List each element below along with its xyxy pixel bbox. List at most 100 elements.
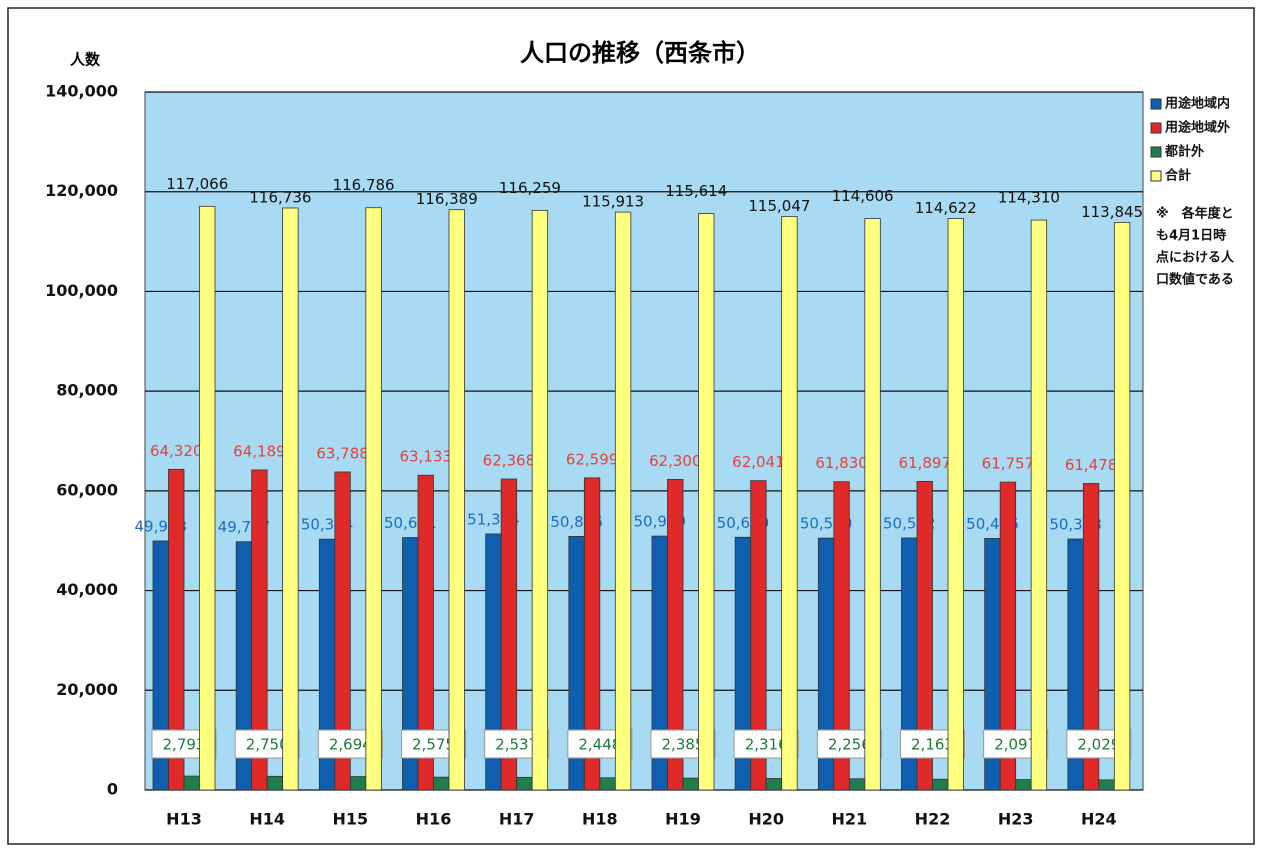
bar [864, 218, 881, 791]
value-label: 63,133 [400, 448, 453, 466]
value-label: 61,897 [899, 454, 952, 472]
bar [765, 778, 783, 791]
bar [947, 218, 964, 791]
value-label: 113,845 [1081, 203, 1143, 221]
x-tick-label: H17 [499, 810, 535, 829]
bar [251, 469, 268, 791]
legend-label: 用途地域内 [1164, 96, 1230, 112]
value-label: 114,606 [832, 187, 894, 205]
y-tick-label: 20,000 [56, 680, 118, 699]
bar [266, 775, 284, 791]
bar [417, 474, 434, 791]
bar [168, 468, 185, 791]
value-label: 2,029 [1077, 736, 1120, 754]
x-tick-label: H20 [748, 810, 784, 829]
legend-swatch [1150, 122, 1162, 134]
bar [1082, 483, 1100, 791]
value-label: 2,316 [745, 736, 788, 754]
x-tick-label: H23 [998, 810, 1034, 829]
bar [1030, 219, 1048, 791]
bar [282, 207, 299, 791]
note: ※ 各年度と [1156, 206, 1234, 222]
bar [516, 776, 533, 791]
bar [1015, 779, 1032, 791]
bar [599, 777, 616, 791]
y-tick-label: 100,000 [45, 281, 118, 300]
x-tick-label: H16 [416, 810, 452, 829]
y-tick-label: 80,000 [56, 381, 118, 400]
y-tick-label: 60,000 [56, 480, 118, 499]
value-label: 62,041 [732, 453, 785, 471]
x-tick-label: H13 [166, 810, 202, 829]
note: も4月1日時 [1156, 228, 1226, 244]
bar [999, 481, 1017, 791]
legend-swatch [1150, 146, 1162, 158]
bar [334, 471, 351, 791]
bar [183, 775, 200, 791]
bar [833, 481, 850, 791]
value-label: 61,757 [982, 455, 1035, 473]
x-tick-label: H15 [333, 810, 369, 829]
value-label: 2,575 [412, 736, 455, 754]
note: 点における人 [1156, 250, 1235, 266]
value-label: 2,793 [163, 736, 206, 754]
bar [433, 776, 450, 791]
x-tick-label: H14 [249, 810, 285, 829]
bar [583, 477, 601, 791]
value-label: 2,694 [329, 736, 372, 754]
bar [349, 776, 367, 791]
bar [750, 480, 767, 791]
bar [848, 778, 866, 791]
bar [1098, 779, 1115, 791]
value-label: 2,537 [495, 736, 538, 754]
bar [932, 778, 949, 791]
value-label: 61,830 [815, 454, 868, 472]
bar [1113, 222, 1131, 791]
bar [531, 209, 549, 791]
value-label: 114,622 [915, 199, 977, 217]
value-label: 114,310 [998, 189, 1060, 207]
y-tick-label: 140,000 [45, 82, 118, 101]
bar [781, 216, 798, 791]
bar [614, 211, 632, 791]
value-label: 2,750 [246, 736, 289, 754]
value-label: 116,786 [333, 176, 395, 194]
x-tick-label: H19 [665, 810, 701, 829]
value-label: 2,097 [994, 736, 1037, 754]
legend-swatch [1150, 170, 1162, 182]
legend-label: 都計外 [1164, 144, 1204, 160]
y-axis-label: 人数 [70, 51, 101, 69]
chart-title: 人口の推移（西条市） [520, 39, 760, 67]
bar [448, 209, 465, 791]
bar [199, 205, 216, 791]
value-label: 2,448 [578, 736, 621, 754]
legend-label: 用途地域外 [1164, 120, 1230, 136]
y-tick-label: 40,000 [56, 580, 118, 599]
bar [667, 478, 684, 791]
value-label: 115,047 [748, 197, 810, 215]
value-label: 115,614 [665, 182, 727, 200]
value-label: 2,163 [911, 736, 954, 754]
note: 口数値である [1156, 272, 1234, 288]
legend-label: 合計 [1165, 168, 1191, 184]
value-label: 62,300 [649, 452, 702, 470]
bar [500, 478, 518, 791]
value-label: 115,913 [582, 193, 644, 211]
bar [365, 207, 382, 791]
bar [698, 213, 715, 791]
value-label: 64,320 [150, 442, 203, 460]
value-label: 62,368 [483, 452, 536, 470]
value-label: 63,788 [316, 444, 369, 462]
value-label: 116,259 [499, 179, 561, 197]
value-label: 61,478 [1065, 456, 1118, 474]
value-label: 116,389 [416, 190, 478, 208]
y-tick-label: 120,000 [45, 181, 118, 200]
x-tick-label: H24 [1081, 810, 1117, 829]
value-label: 2,256 [828, 736, 871, 754]
bar [916, 480, 933, 791]
value-label: 2,385 [662, 736, 705, 754]
legend-swatch [1150, 98, 1162, 110]
x-tick-label: H18 [582, 810, 618, 829]
x-tick-label: H21 [832, 810, 868, 829]
